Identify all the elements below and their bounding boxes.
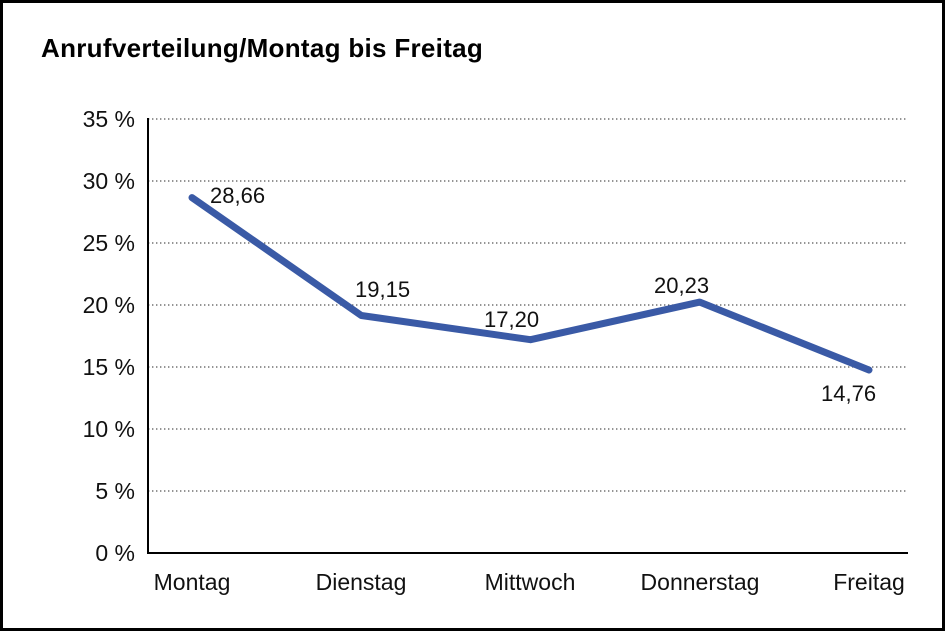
gridlines [148, 118, 908, 492]
x-category-label: Dienstag [315, 569, 407, 595]
data-point-label: 28,66 [210, 183, 266, 208]
data-point-label: 14,76 [821, 381, 877, 406]
data-point-label: 17,20 [484, 307, 540, 332]
y-tick-label: 25 % [82, 230, 135, 256]
chart-title: Anrufverteilung/Montag bis Freitag [41, 33, 484, 63]
y-tick-label: 15 % [82, 354, 135, 380]
y-tick-label: 20 % [82, 292, 135, 318]
data-series-line [188, 194, 873, 374]
x-category-label: Mittwoch [484, 569, 576, 595]
x-category-label: Freitag [833, 569, 905, 595]
y-tick-label: 35 % [82, 106, 135, 132]
y-tick-label: 10 % [82, 416, 135, 442]
data-point-label: 20,23 [654, 273, 710, 298]
x-category-label: Montag [153, 569, 231, 595]
y-tick-label: 5 % [95, 478, 135, 504]
data-point-label: 19,15 [355, 277, 411, 302]
y-tick-label: 0 % [95, 540, 135, 566]
x-category-label: Donnerstag [640, 569, 760, 595]
line-chart [147, 118, 908, 554]
y-tick-label: 30 % [82, 168, 135, 194]
